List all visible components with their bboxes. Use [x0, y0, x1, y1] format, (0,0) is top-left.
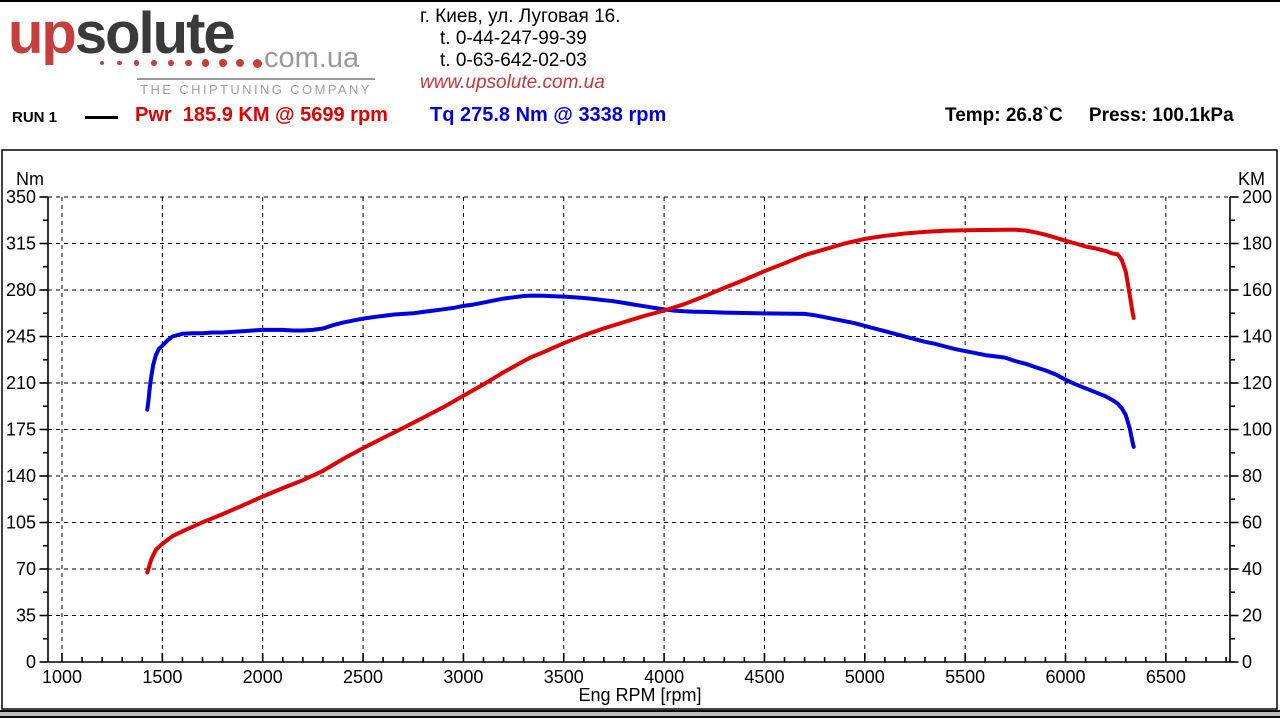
pressure-readout: Press: 100.1kPa: [1088, 105, 1234, 126]
axis-tick-label: 210: [6, 373, 36, 393]
axis-tick-label: 245: [6, 327, 36, 347]
axis-tick-label: 20: [1242, 606, 1262, 626]
logo-dot: [184, 59, 192, 67]
logo-dots-decoration: [100, 57, 270, 69]
axis-tick-label: 200: [1242, 187, 1272, 207]
axis-tick-label: 105: [6, 513, 36, 533]
axis-tick-label: 350: [6, 187, 36, 207]
run-line-sample: [85, 116, 118, 119]
address-line: г. Киев, ул. Луговая 16.: [420, 6, 621, 27]
axis-tick-label: 2000: [243, 667, 283, 687]
logo-dot: [201, 59, 210, 67]
axis-tick-label: 0: [1242, 652, 1252, 672]
axis-tick-label: 3500: [544, 667, 584, 687]
phone-number-1: t. 0-44-247-99-39: [440, 28, 587, 49]
axis-tick-label: 6000: [1045, 667, 1085, 687]
left-axis-unit-label: Nm: [16, 169, 44, 189]
temperature-readout: Temp: 26.8`C: [945, 105, 1063, 126]
test-conditions: Temp: 26.8`C Press: 100.1kPa: [945, 105, 1234, 127]
logo-dot: [252, 58, 262, 68]
phone-number-2: t. 0-63-642-02-03: [440, 50, 587, 71]
logo-dot: [133, 60, 140, 66]
run-label: RUN 1: [12, 109, 58, 126]
axis-tick-label: 315: [6, 234, 36, 254]
torque-peak-readout: Tq 275.8 Nm @ 3338 rpm: [430, 104, 667, 126]
logo-dot: [100, 61, 104, 65]
axis-tick-label: 140: [1242, 327, 1272, 347]
power-peak-readout: Pwr 185.9 KM @ 5699 rpm: [135, 104, 388, 126]
logo-dot: [235, 58, 245, 68]
axis-tick-label: 35: [16, 606, 36, 626]
axis-tick-label: 280: [6, 280, 36, 300]
logo-dot: [150, 60, 157, 66]
axis-tick-label: 175: [6, 420, 36, 440]
right-axis-unit-label: KM: [1238, 169, 1265, 189]
bottom-window-edge: [0, 710, 1280, 718]
axis-tick-label: 40: [1242, 559, 1262, 579]
axis-tick-label: 4500: [744, 667, 784, 687]
logo-tagline: THE CHIPTUNING COMPANY: [137, 78, 375, 97]
x-axis-title: Eng RPM [rpm]: [578, 685, 702, 705]
logo-up-text: up: [8, 1, 77, 66]
axis-tick-label: 1500: [142, 667, 182, 687]
axis-tick-label: 80: [1242, 466, 1262, 486]
logo-dot: [218, 59, 227, 67]
dyno-chart: 1000 1500 2000 2500 3000 3500 4000 4500 5000 5500…: [1, 149, 1278, 710]
axis-tick-label: 3000: [443, 667, 483, 687]
axis-tick-label: 1000: [42, 667, 82, 687]
axis-tick-label: 100: [1242, 420, 1272, 440]
top-border-line: [0, 0, 1280, 2]
axis-tick-label: 2500: [343, 667, 383, 687]
axis-tick-label: 5500: [945, 667, 985, 687]
axis-tick-label: 0: [26, 652, 36, 672]
axis-tick-label: 4000: [644, 667, 684, 687]
axis-tick-label: 180: [1242, 234, 1272, 254]
axis-tick-label: 5000: [845, 667, 885, 687]
logo-domain-text: com.ua: [264, 42, 360, 74]
axis-tick-label: 140: [6, 466, 36, 486]
website-url: www.upsolute.com.ua: [420, 72, 605, 93]
axis-tick-label: 70: [16, 559, 36, 579]
axis-tick-label: 60: [1242, 513, 1262, 533]
axis-tick-label: 6500: [1146, 667, 1186, 687]
company-address-block: г. Киев, ул. Луговая 16. t. 0-44-247-99-…: [420, 6, 620, 94]
axis-tick-label: 120: [1242, 373, 1272, 393]
logo-wordmark: upsolute: [8, 0, 236, 67]
logo-solute-text: solute: [74, 1, 236, 66]
axis-tick-label: 160: [1242, 280, 1272, 300]
logo-dot: [167, 59, 175, 67]
power-curve: [145, 227, 1136, 575]
torque-curve: [145, 293, 1136, 449]
logo-dot: [117, 60, 122, 66]
